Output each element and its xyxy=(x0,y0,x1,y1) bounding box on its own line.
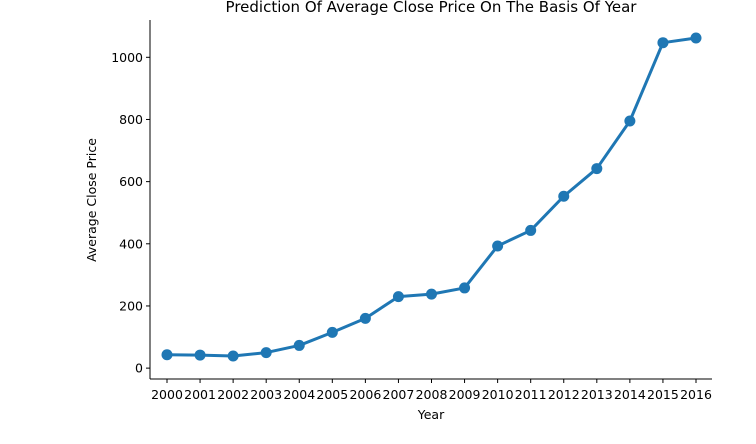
data-point xyxy=(359,312,371,324)
data-point xyxy=(690,32,702,44)
x-tick-label: 2000 xyxy=(151,387,183,402)
y-tick-label: 800 xyxy=(119,112,143,127)
data-point xyxy=(426,288,437,300)
x-tick-label: 2016 xyxy=(680,387,712,402)
data-point xyxy=(392,291,404,303)
y-axis-label: Average Close Price xyxy=(84,138,99,262)
y-tick-label: 400 xyxy=(119,236,143,251)
data-point xyxy=(194,349,206,361)
x-tick-label: 2002 xyxy=(217,387,249,402)
x-tick-label: 2005 xyxy=(316,387,348,402)
x-tick-label: 2001 xyxy=(184,387,216,402)
data-point xyxy=(591,163,603,175)
y-axis: 0 200 400 600 800 1000 xyxy=(111,20,151,379)
x-tick-label: 2009 xyxy=(449,387,481,402)
data-point xyxy=(492,240,504,252)
data-point xyxy=(558,190,570,202)
y-tick-label: 200 xyxy=(119,298,143,313)
data-point xyxy=(227,350,239,362)
x-tick-label: 2007 xyxy=(383,387,415,402)
chart-title: Prediction Of Average Close Price On The… xyxy=(226,0,638,16)
x-tick-label: 2014 xyxy=(614,387,646,402)
series-layer xyxy=(161,32,702,362)
x-axis: 2000 2001 2002 2003 2004 2005 2006 2007 2008 2009… xyxy=(150,378,712,402)
x-tick-label: 2006 xyxy=(349,387,381,402)
x-tick-label: 2008 xyxy=(416,387,448,402)
data-point xyxy=(293,339,305,351)
data-point xyxy=(161,349,173,361)
x-tick-label: 2015 xyxy=(647,387,679,402)
x-tick-label: 2003 xyxy=(250,387,282,402)
x-tick-label: 2010 xyxy=(482,387,514,402)
x-axis-label: Year xyxy=(417,407,445,422)
series-line xyxy=(165,36,698,358)
x-tick-label: 2004 xyxy=(283,387,315,402)
data-point xyxy=(657,37,669,49)
x-tick-label: 2013 xyxy=(581,387,613,402)
data-point xyxy=(525,224,537,236)
data-point xyxy=(326,326,338,338)
x-tick-label: 2012 xyxy=(548,387,580,402)
data-point xyxy=(260,347,272,359)
y-tick-label: 0 xyxy=(135,361,143,376)
x-tick-label: 2011 xyxy=(515,387,547,402)
y-tick-label: 600 xyxy=(119,174,143,189)
data-point xyxy=(459,282,471,294)
y-tick-label: 1000 xyxy=(111,50,143,65)
data-point xyxy=(624,115,636,127)
